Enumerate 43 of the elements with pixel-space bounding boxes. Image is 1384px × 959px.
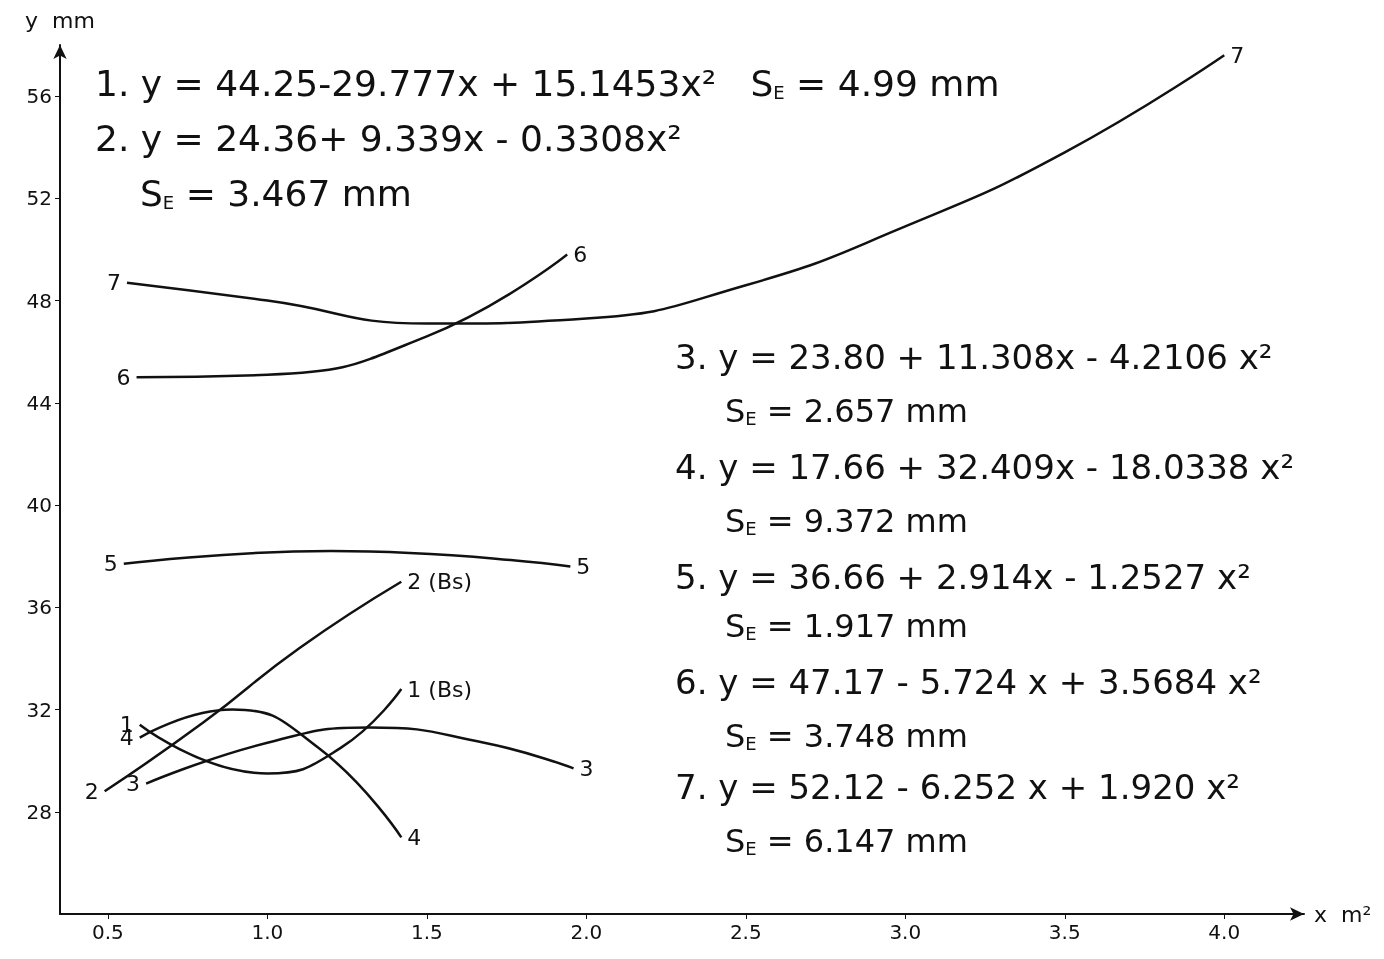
annotation: 3 xyxy=(126,771,141,797)
annotation: SE = 2.657 mm xyxy=(725,392,968,430)
annotation: 5. y = 36.66 + 2.914x - 1.2527 x² xyxy=(675,557,1251,597)
annotation: 3. y = 23.80 + 11.308x - 4.2106 x² xyxy=(675,337,1273,377)
annotation: 3 xyxy=(579,755,594,781)
annotation: 7. y = 52.12 - 6.252 x + 1.920 x² xyxy=(675,767,1240,807)
y-tick-label: 36 xyxy=(26,595,52,620)
x-tick-label: 4.0 xyxy=(1208,920,1241,944)
annotation: SE = 6.147 mm xyxy=(725,822,968,860)
x-axis-title: x m² xyxy=(1314,901,1372,927)
annotation: SE = 9.372 mm xyxy=(725,502,968,540)
y-tick-label: 28 xyxy=(26,799,52,824)
x-tick-label: 2.5 xyxy=(729,920,762,944)
annotation: 1. y = 44.25-29.777x + 15.1453x² SE = 4.99 mm xyxy=(95,62,1000,104)
y-tick-label: 52 xyxy=(26,186,52,211)
y-tick-label: 32 xyxy=(26,697,52,722)
annotation: SE = 3.748 mm xyxy=(725,717,968,755)
x-tick-label: 1.0 xyxy=(251,920,284,944)
y-tick-label: 48 xyxy=(26,288,52,313)
annotation: 2. y = 24.36+ 9.339x - 0.3308x² xyxy=(95,117,682,159)
annotation: 4 xyxy=(407,824,422,850)
annotation: 5 xyxy=(576,553,591,579)
annotation: SE = 3.467 mm xyxy=(140,172,412,214)
y-axis-title: y mm xyxy=(25,7,95,33)
annotation: 6. y = 47.17 - 5.724 x + 3.5684 x² xyxy=(675,662,1262,702)
annotation: 1 (Bs) xyxy=(407,676,473,702)
y-tick-label: 40 xyxy=(26,493,52,518)
annotation: 7 xyxy=(106,270,121,296)
x-tick-label: 3.0 xyxy=(889,920,922,944)
annotation: 4. y = 17.66 + 32.409x - 18.0338 x² xyxy=(675,447,1295,487)
annotation: SE = 1.917 mm xyxy=(725,607,968,645)
y-tick-label: 44 xyxy=(26,390,52,415)
annotation: 6 xyxy=(573,242,588,268)
annotation: 5 xyxy=(103,551,118,577)
annotation: 2 xyxy=(84,778,99,804)
y-tick-label: 56 xyxy=(26,84,52,109)
annotation: 7 xyxy=(1230,42,1245,68)
x-tick-label: 3.5 xyxy=(1048,920,1081,944)
annotation: 6 xyxy=(116,364,131,390)
annotation: 2 (Bs) xyxy=(407,569,473,595)
x-tick-label: 2.0 xyxy=(570,920,603,944)
x-tick-label: 1.5 xyxy=(410,920,443,944)
x-tick-label: 0.5 xyxy=(91,920,124,944)
